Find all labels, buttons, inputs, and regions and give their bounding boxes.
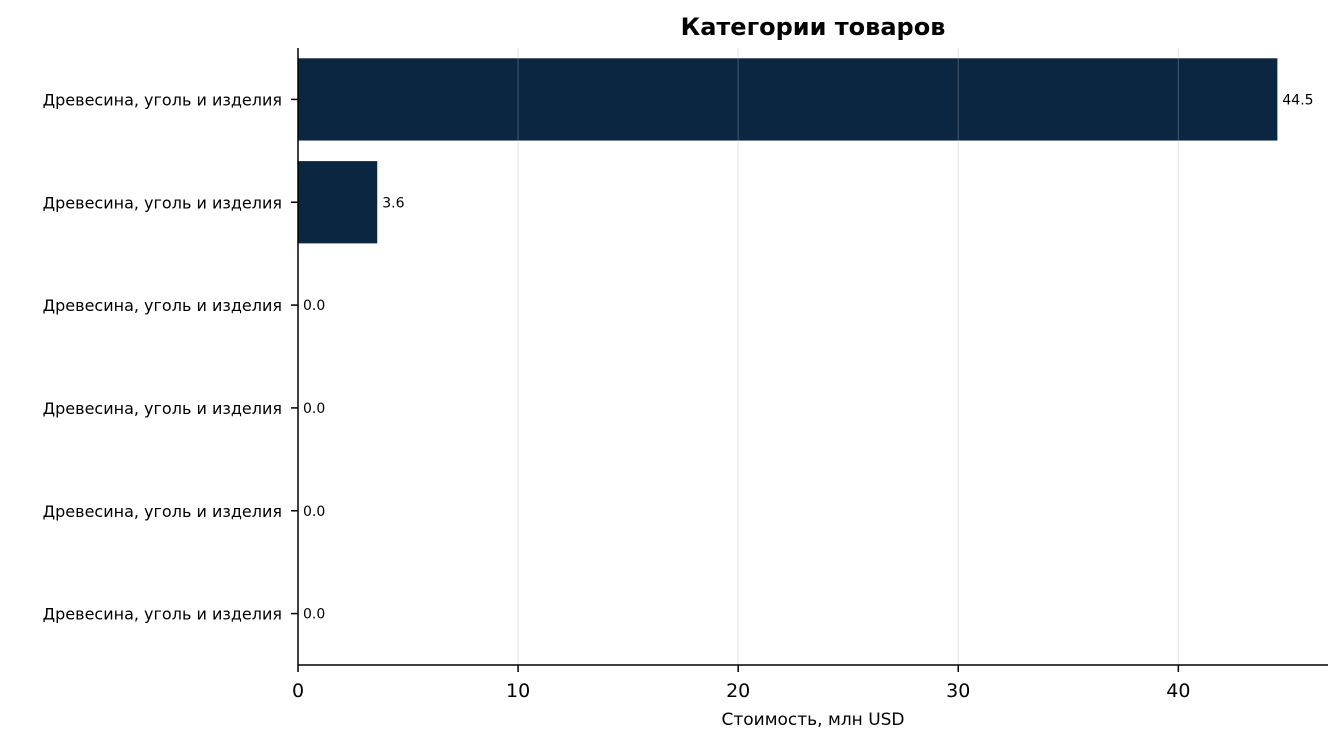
y-tick-label: Древесина, уголь и изделия xyxy=(43,193,282,212)
x-tick-label: 30 xyxy=(946,680,970,702)
y-tick-label: Древесина, уголь и изделия xyxy=(43,502,282,521)
value-labels: 44.5 3.6 0.0 0.0 0.0 0.0 xyxy=(303,92,1314,622)
bars xyxy=(298,48,1278,665)
grid-lines xyxy=(517,48,1179,665)
bar xyxy=(298,58,1278,141)
x-tick-label: 0 xyxy=(292,680,304,702)
bar-value-label: 3.6 xyxy=(382,195,404,211)
y-tick-label: Древесина, уголь и изделия xyxy=(43,399,282,418)
x-tick-label: 40 xyxy=(1166,680,1190,702)
bar-value-label: 0.0 xyxy=(303,504,325,520)
bar-value-label: 0.0 xyxy=(303,607,325,623)
x-tick-label: 20 xyxy=(726,680,750,702)
chart-title: Категории товаров xyxy=(681,13,946,41)
bar-value-label: 0.0 xyxy=(303,401,325,417)
x-tick-label: 10 xyxy=(506,680,530,702)
y-tick-label: Древесина, уголь и изделия xyxy=(43,296,282,315)
axes: Древесина, уголь и изделия Древесина, уго… xyxy=(43,48,1328,702)
bar-value-label: 0.0 xyxy=(303,298,325,314)
bar-value-label: 44.5 xyxy=(1282,92,1313,108)
x-axis-label: Стоимость, млн USD xyxy=(721,710,904,730)
y-tick-label: Древесина, уголь и изделия xyxy=(43,605,282,624)
y-tick-label: Древесина, уголь и изделия xyxy=(43,90,282,109)
bar xyxy=(298,161,378,244)
